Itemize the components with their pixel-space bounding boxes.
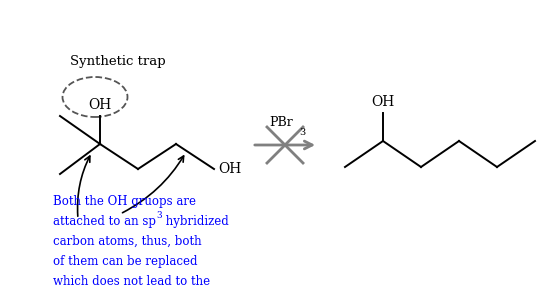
Text: OH: OH (371, 95, 395, 109)
Text: attached to an sp: attached to an sp (53, 215, 156, 228)
Text: carbon atoms, thus, both: carbon atoms, thus, both (53, 235, 202, 248)
Text: OH: OH (88, 98, 111, 112)
Text: of them can be replaced: of them can be replaced (53, 255, 197, 268)
Text: which does not lead to the: which does not lead to the (53, 275, 210, 288)
Text: 3: 3 (299, 128, 305, 137)
Text: 3: 3 (156, 211, 161, 220)
Text: Synthetic trap: Synthetic trap (70, 55, 166, 68)
Text: Both the OH gruops are: Both the OH gruops are (53, 195, 196, 208)
Text: PBr: PBr (269, 116, 293, 129)
Text: OH: OH (218, 162, 241, 176)
Text: hybridized: hybridized (162, 215, 229, 228)
